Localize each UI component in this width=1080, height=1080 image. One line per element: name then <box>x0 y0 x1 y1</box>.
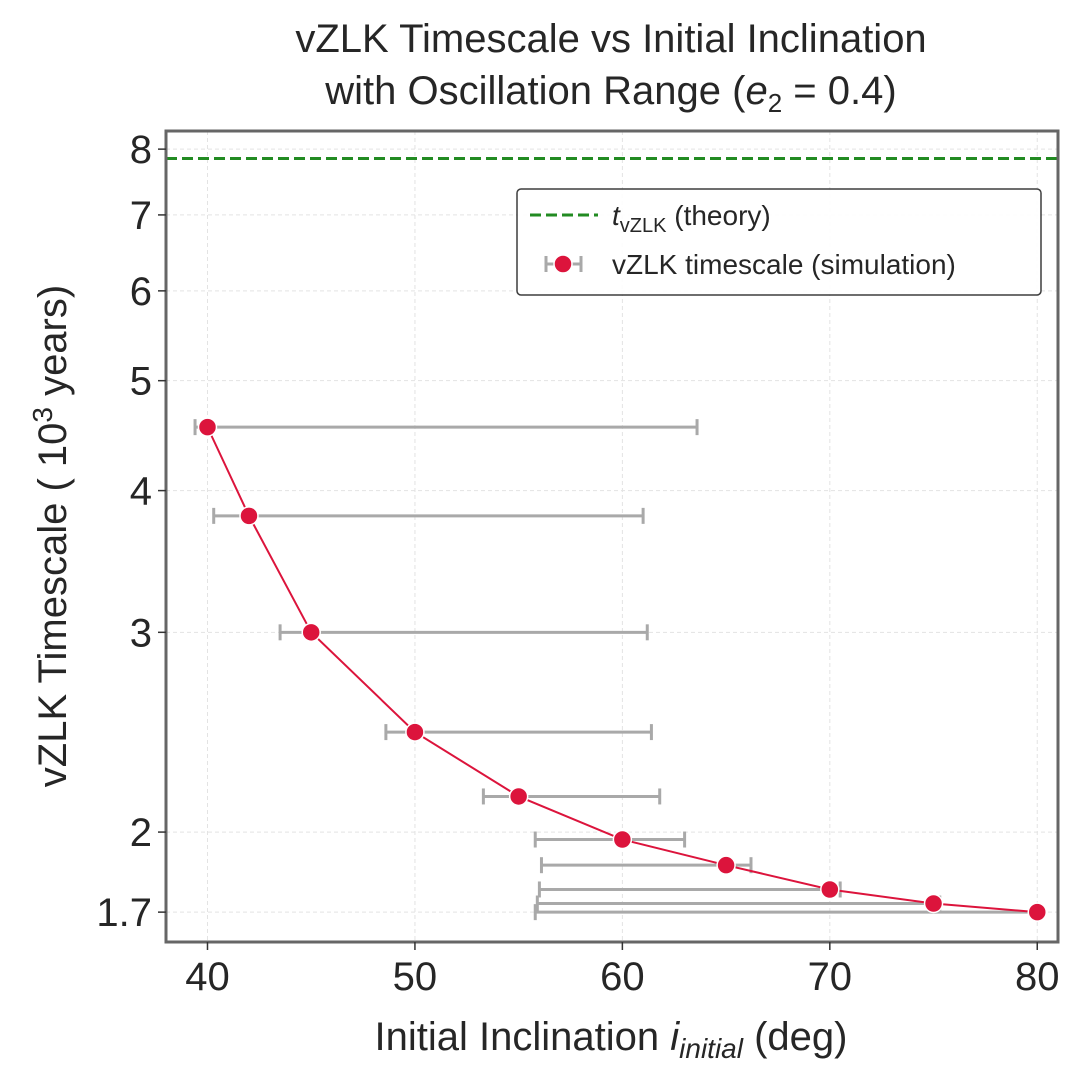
data-point <box>239 506 259 526</box>
y-tick-label: 1.7 <box>96 891 152 935</box>
legend-theory-label: tvZLK (theory) <box>612 200 771 237</box>
data-point <box>612 829 633 850</box>
legend-marker <box>553 254 573 274</box>
y-tick-label: 5 <box>130 360 152 404</box>
simulation-series-line <box>206 426 1038 914</box>
legend-simulation-label: vZLK timescale (simulation) <box>612 249 956 280</box>
legend-simulation-swatch <box>544 254 583 274</box>
x-tick-label: 50 <box>393 955 438 999</box>
y-tick-label: 7 <box>130 194 152 238</box>
errorbar <box>537 881 842 898</box>
data-point <box>197 417 218 437</box>
y-axis-ticks: 1.7 2 3 4 5 6 7 8 <box>96 128 166 935</box>
x-tick-label: 70 <box>808 955 853 999</box>
data-point <box>716 855 736 875</box>
legend-box <box>516 188 1042 296</box>
y-axis-label: vZLK Timescale ( 103 years) <box>27 285 75 787</box>
data-point <box>1027 902 1048 922</box>
y-tick-label: 3 <box>130 611 152 655</box>
legend: tvZLK (theory) vZLK timescale (simulatio… <box>516 188 1042 296</box>
x-axis-label: Initial Inclination iinitial (deg) <box>375 1015 848 1064</box>
plot-frame <box>164 129 1060 944</box>
y-tick-label: 4 <box>130 470 152 514</box>
errorbar-layer <box>193 419 1039 921</box>
data-point <box>923 893 944 914</box>
series-layer <box>197 417 1048 922</box>
errorbar <box>278 624 649 641</box>
data-point <box>508 786 529 807</box>
data-point <box>820 879 840 900</box>
y-tick-label: 8 <box>130 128 152 172</box>
errorbar <box>193 419 699 436</box>
data-point <box>301 622 321 643</box>
y-tick-label: 6 <box>130 270 152 314</box>
x-axis-ticks: 40 50 60 70 80 <box>185 942 1060 999</box>
errorbar <box>533 831 687 848</box>
x-tick-label: 80 <box>1015 955 1060 999</box>
chart-title-line2: with Oscillation Range (e2 = 0.4) <box>324 69 896 118</box>
data-point <box>405 722 425 742</box>
chart-title-line1: vZLK Timescale vs Initial Inclination <box>295 17 926 61</box>
errorbar <box>384 724 653 741</box>
x-tick-label: 40 <box>185 955 230 999</box>
x-tick-label: 60 <box>600 955 645 999</box>
y-tick-label: 2 <box>130 811 152 855</box>
errorbar <box>212 507 645 524</box>
